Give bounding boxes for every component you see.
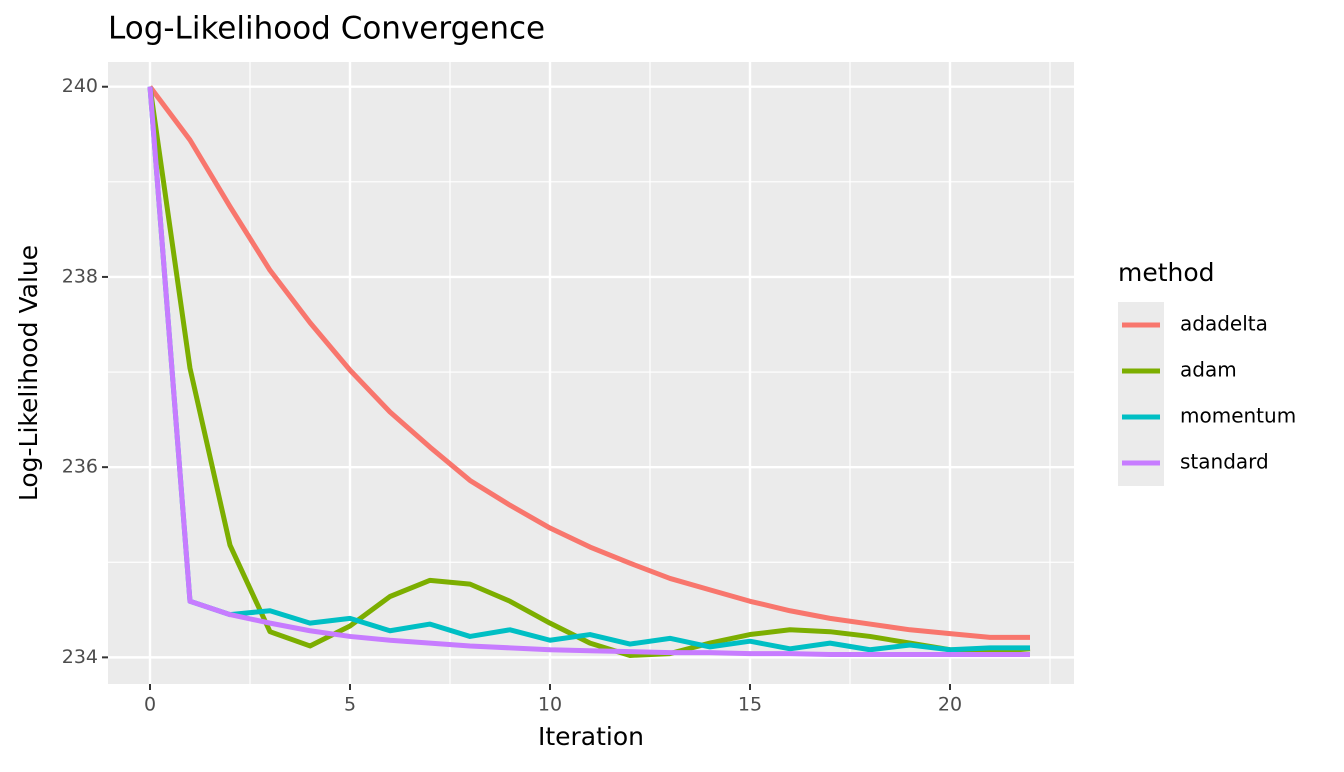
x-tick-label: 5: [344, 694, 356, 716]
legend-label: momentum: [1180, 404, 1296, 428]
x-tick-label: 0: [144, 694, 156, 716]
line-series: [147, 86, 1031, 658]
chart-title: Log-Likelihood Convergence: [108, 11, 545, 47]
y-axis-title: Log-Likelihood Value: [14, 245, 43, 501]
y-tick-label: 238: [62, 265, 98, 287]
legend-key-background: [1118, 302, 1164, 486]
y-tick-label: 234: [62, 646, 98, 668]
y-tick-label: 236: [62, 456, 98, 478]
legend-label: standard: [1180, 450, 1269, 474]
y-tick-label: 240: [62, 75, 98, 97]
line-series: [148, 85, 1030, 640]
x-tick-label: 15: [738, 694, 762, 716]
x-axis-title: Iteration: [538, 722, 644, 751]
legend-label: adadelta: [1180, 312, 1268, 336]
x-tick-label: 10: [538, 694, 562, 716]
line-series: [147, 86, 1030, 658]
x-tick-label: 20: [938, 694, 962, 716]
line-series: [147, 86, 1030, 653]
legend-label: adam: [1180, 358, 1237, 382]
legend-title: method: [1118, 258, 1215, 287]
plot-panel: [108, 62, 1074, 684]
